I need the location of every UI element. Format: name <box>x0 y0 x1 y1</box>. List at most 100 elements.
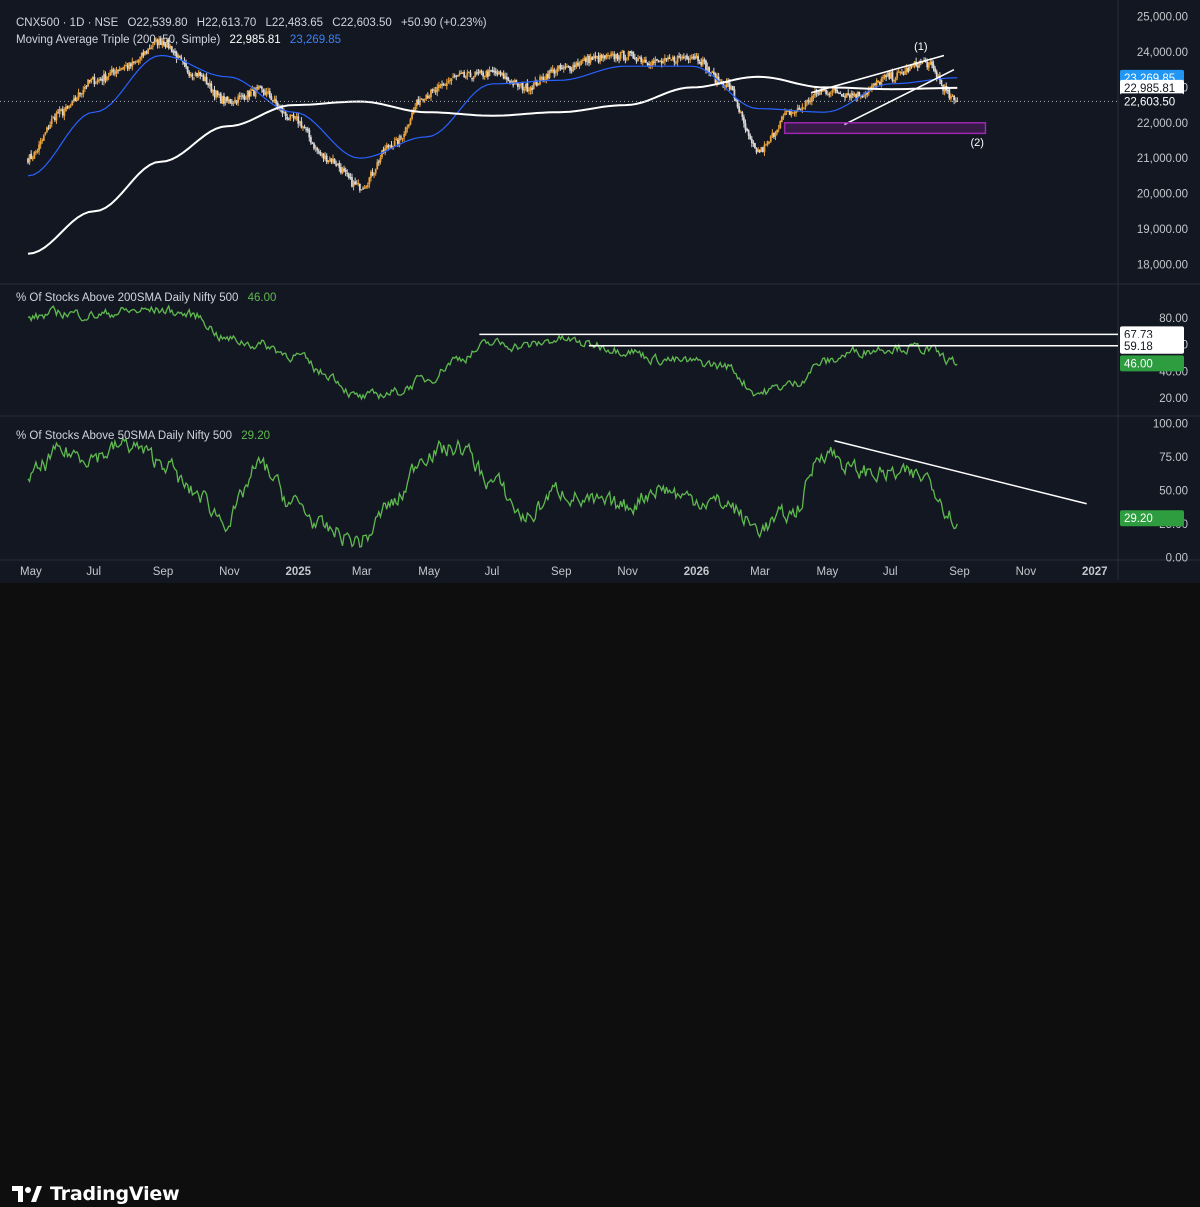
candle-body <box>678 55 681 57</box>
candle-body <box>415 99 418 107</box>
candle-body <box>597 55 600 63</box>
candle-body <box>766 141 769 145</box>
candle-body <box>229 98 232 104</box>
candle-body <box>547 73 549 79</box>
candle-body <box>518 84 521 87</box>
candle-body <box>303 126 306 129</box>
candle-body <box>731 86 734 91</box>
candle-body <box>629 51 632 53</box>
candle-body <box>847 93 850 95</box>
candle-body <box>812 95 815 98</box>
candle-body <box>501 72 504 76</box>
candle-body <box>690 56 693 60</box>
candle-body <box>204 77 206 82</box>
candle-body <box>237 96 240 103</box>
candle-body <box>626 57 628 59</box>
candle-body <box>701 59 704 65</box>
y-tick-label: 20.00 <box>1159 393 1188 405</box>
candle-body <box>96 79 99 83</box>
candle-body <box>226 96 229 101</box>
candle-body <box>694 56 696 59</box>
candle-body <box>540 77 543 79</box>
annotation-2-label: (2) <box>971 137 984 149</box>
candle-body <box>901 72 903 74</box>
candle-body <box>908 65 911 71</box>
candle-body <box>853 94 856 96</box>
candle-body <box>529 87 532 91</box>
candle-body <box>360 189 363 191</box>
candle-body <box>777 128 780 130</box>
price-tag[interactable]: 59.18 <box>1120 337 1184 354</box>
candle-body <box>624 58 627 60</box>
chart-canvas[interactable]: (1) (2) 18,000.00 19,000.00 20,000.00 21,000… <box>0 0 1200 583</box>
candle-body <box>120 68 123 70</box>
wedge-annotation[interactable]: (1) <box>811 41 955 126</box>
price-tag[interactable]: 22,603.50 <box>1120 93 1184 110</box>
support-box-annotation[interactable]: (2) <box>783 122 987 149</box>
candle-body <box>479 70 481 74</box>
candle-body <box>532 83 535 90</box>
candle-body <box>319 152 322 155</box>
time-axis[interactable]: May Jul Sep Nov 2025 Mar May Jul Sep Nov 2026 Mar Ma… <box>20 566 1108 578</box>
candle-body <box>328 158 331 160</box>
candle-body <box>207 83 210 86</box>
trading-chart[interactable]: (1) (2) 18,000.00 19,000.00 20,000.00 21,000… <box>0 0 1200 638</box>
candle-body <box>276 102 279 108</box>
time-tick-label: Jul <box>485 566 500 578</box>
candle-body <box>640 56 643 62</box>
price-tag[interactable]: 29.20 <box>1120 510 1184 527</box>
downtrend-line[interactable] <box>834 440 1087 505</box>
moving-average-line <box>27 54 958 177</box>
breadth-200sma-pane[interactable] <box>27 304 1118 401</box>
candle-body <box>951 95 954 97</box>
candle-body <box>377 161 380 163</box>
candle-body <box>708 67 711 73</box>
candle-body <box>358 183 361 191</box>
candle-body <box>665 58 668 60</box>
price-pane[interactable]: (1) (2) <box>0 35 1118 255</box>
candle-body <box>352 181 355 187</box>
wedge-lower-line <box>844 68 955 126</box>
candle-body <box>569 66 571 71</box>
candle-body <box>581 59 584 61</box>
candle-body <box>439 85 442 87</box>
candle-body <box>588 55 590 64</box>
candle-body <box>889 72 892 79</box>
ma-label: Moving Average Triple (200, 50, Simple) <box>16 34 221 46</box>
candle-body <box>810 96 813 102</box>
breadth-50sma-pane[interactable] <box>27 436 1087 548</box>
candle-body <box>645 59 647 63</box>
price-axes[interactable]: 18,000.00 19,000.00 20,000.00 21,000.00 22,0… <box>1120 12 1188 565</box>
price-tag[interactable]: 46.00 <box>1120 355 1184 372</box>
candle-body <box>362 188 364 190</box>
candle-body <box>428 96 431 99</box>
candle-body <box>747 130 750 136</box>
candle-body <box>559 64 562 70</box>
candle-body <box>918 61 921 67</box>
candle-body <box>335 163 338 166</box>
candle-body <box>177 54 180 60</box>
candle-body <box>437 84 440 88</box>
price-tag[interactable]: 22,985.81 <box>1120 79 1184 96</box>
candle-body <box>931 61 933 65</box>
candle-body <box>771 133 774 137</box>
candle-body <box>493 71 496 73</box>
candle-body <box>420 98 423 100</box>
candle-body <box>553 69 556 74</box>
pane-separators <box>0 0 1200 580</box>
candle-body <box>295 116 298 118</box>
candle-body <box>77 92 80 99</box>
candle-body <box>175 52 178 60</box>
candle-body <box>224 97 227 103</box>
candle-body <box>210 83 213 92</box>
tradingview-logo[interactable]: TradingView <box>12 1181 180 1207</box>
candle-body <box>755 148 758 153</box>
candle-body <box>904 70 906 74</box>
candle-body <box>605 54 608 58</box>
candle-body <box>289 114 292 120</box>
candle-body <box>199 71 202 76</box>
y-tick-label: 25,000.00 <box>1137 12 1188 24</box>
candle-body <box>461 72 464 74</box>
candle-body <box>259 85 262 88</box>
candle-body <box>618 58 620 60</box>
